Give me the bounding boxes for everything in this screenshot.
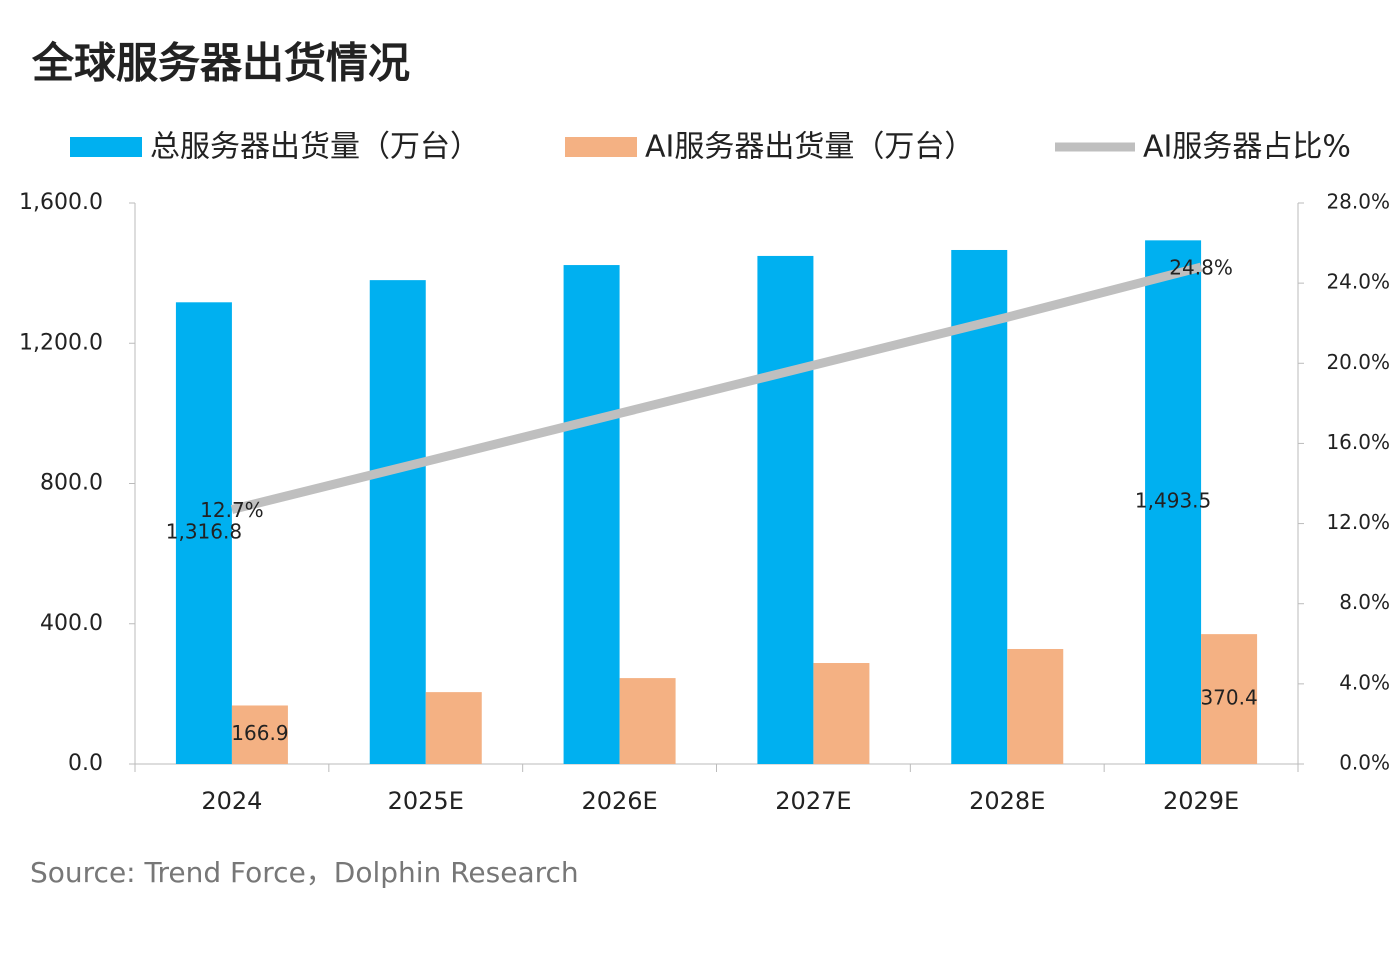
- x-tick-label: 2029E: [1163, 787, 1239, 815]
- x-tick-label: 2024: [201, 787, 262, 815]
- legend-label: AI服务器出货量（万台）: [645, 130, 974, 165]
- y2-tick-label: 28.0%: [1326, 190, 1390, 214]
- bar: [619, 678, 676, 764]
- data-label: 1,493.5: [1135, 489, 1211, 513]
- line: [230, 262, 1203, 514]
- legend-swatch: [565, 137, 637, 157]
- x-tick-label: 2025E: [388, 787, 464, 815]
- y2-tick-label: 8.0%: [1339, 590, 1390, 614]
- bar: [231, 705, 288, 764]
- data-label: 370.4: [1200, 686, 1257, 710]
- bar: [563, 265, 620, 764]
- bar: [175, 302, 232, 764]
- data-label: 1,316.8: [166, 520, 242, 544]
- chart-title: 全球服务器出货情况: [31, 39, 410, 88]
- y2-tick-label: 4.0%: [1339, 670, 1390, 694]
- bar: [1201, 634, 1258, 764]
- y2-tick-label: 16.0%: [1326, 430, 1390, 454]
- bar: [951, 249, 1008, 764]
- y-tick-label: 1,200.0: [19, 330, 103, 355]
- y-tick-label: 400.0: [40, 611, 103, 636]
- bar: [757, 255, 814, 764]
- y2-tick-label: 0.0%: [1339, 751, 1390, 775]
- bar: [369, 280, 426, 764]
- y-tick-label: 800.0: [40, 471, 103, 496]
- data-label: 166.9: [231, 721, 288, 745]
- x-tick-label: 2028E: [969, 787, 1045, 815]
- legend-swatch: [70, 137, 142, 157]
- y2-tick-label: 12.0%: [1326, 510, 1390, 534]
- bar: [1007, 648, 1064, 764]
- y2-tick-label: 20.0%: [1326, 350, 1390, 374]
- legend-label: AI服务器占比%: [1143, 130, 1351, 165]
- data-label: 12.7%: [200, 498, 264, 522]
- y2-tick-label: 24.0%: [1326, 270, 1390, 294]
- bar: [813, 663, 870, 764]
- legend-label: 总服务器出货量（万台）: [150, 130, 480, 165]
- bar: [425, 692, 482, 764]
- y-tick-label: 0.0: [68, 751, 103, 776]
- y-tick-label: 1,600.0: [19, 190, 103, 215]
- x-tick-label: 2027E: [775, 787, 851, 815]
- x-tick-label: 2026E: [581, 787, 657, 815]
- source: Source: Trend Force，Dolphin Research: [30, 856, 579, 889]
- data-label: 24.8%: [1169, 256, 1233, 280]
- bar: [1145, 240, 1202, 765]
